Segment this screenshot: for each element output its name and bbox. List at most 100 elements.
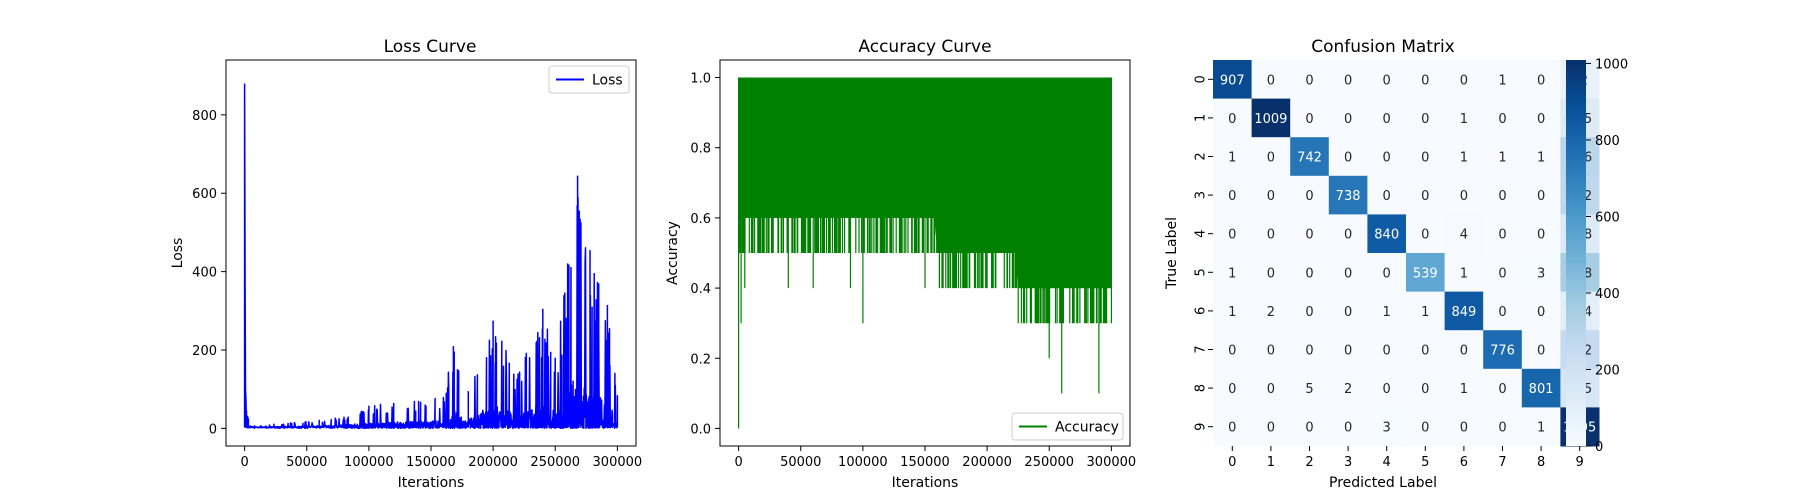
confusion-matrix-cell-value: 0 (1498, 228, 1506, 243)
confusion-matrix-y-tick-label: 1 (1194, 114, 1209, 122)
confusion-matrix-cell-value: 0 (1421, 228, 1429, 243)
confusion-matrix-cell (1290, 98, 1330, 138)
loss-legend-box (548, 65, 630, 94)
confusion-matrix-cell (1521, 407, 1561, 447)
confusion-matrix-cell (1290, 253, 1330, 293)
confusion-matrix-cell (1521, 214, 1561, 254)
confusion-matrix-cell-value: 0 (1383, 151, 1391, 166)
confusion-matrix-cell-value: 0 (1498, 305, 1506, 320)
confusion-matrix-cell-value: 0 (1228, 112, 1236, 127)
confusion-matrix-cell (1290, 137, 1330, 177)
confusion-matrix-cell-value: 0 (1267, 344, 1275, 359)
confusion-matrix-cell-value: 1 (1228, 151, 1236, 166)
confusion-matrix-x-tick-label: 9 (1576, 455, 1584, 470)
confusion-matrix-cell (1444, 407, 1484, 447)
loss-x-label: Iterations (398, 475, 465, 491)
confusion-matrix-y-label: True Label (1164, 217, 1180, 290)
loss-x-tick-label: 250000 (530, 455, 580, 470)
confusion-matrix-cell (1290, 330, 1330, 370)
confusion-matrix-y-tick-label: 5 (1194, 268, 1209, 276)
confusion-matrix-cell-value: 0 (1305, 266, 1313, 281)
loss-x-ticks: 0 50000 100000 150000 200000 250000 300000 (240, 446, 642, 470)
confusion-matrix-cells: 9070000001072010090000100125107420001112… (1213, 60, 1600, 447)
confusion-matrix-cell-value: 0 (1228, 421, 1236, 436)
confusion-matrix-cell (1367, 175, 1407, 215)
confusion-matrix-cell (1406, 98, 1446, 138)
confusion-matrix-cell (1444, 253, 1484, 293)
confusion-matrix-cell (1406, 291, 1446, 331)
confusion-matrix-x-tick-label: 0 (1228, 455, 1236, 470)
accuracy-x-tick-label: 150000 (900, 455, 950, 470)
loss-y-ticks: 0 200 400 600 800 (192, 109, 226, 437)
accuracy-series-line (738, 77, 1112, 429)
confusion-matrix-cell (1521, 137, 1561, 177)
confusion-matrix-cell-value: 0 (1305, 305, 1313, 320)
accuracy-y-ticks: 0.0 0.2 0.4 0.6 0.8 1.0 (690, 72, 720, 437)
accuracy-legend-box (1011, 412, 1124, 441)
colorbar: 0 200 400 600 800 1000 (1566, 57, 1628, 455)
confusion-matrix-cell-value: 1 (1421, 305, 1429, 320)
confusion-matrix-cell-value: 0 (1537, 344, 1545, 359)
accuracy-x-ticks: 0 50000 100000 150000 200000 250000 300000 (734, 446, 1136, 470)
confusion-matrix-cell-value: 0 (1537, 112, 1545, 127)
confusion-matrix-cell-value: 0 (1498, 112, 1506, 127)
confusion-matrix-cell (1444, 60, 1484, 100)
confusion-matrix-cell (1367, 137, 1407, 177)
confusion-matrix-cell (1213, 253, 1253, 293)
confusion-matrix-cell (1406, 175, 1446, 215)
confusion-matrix-cell-value: 0 (1498, 421, 1506, 436)
confusion-matrix-cell (1367, 60, 1407, 100)
confusion-matrix-cell-value: 840 (1374, 228, 1399, 243)
confusion-matrix-cell (1406, 137, 1446, 177)
loss-series-line (243, 83, 619, 430)
accuracy-legend-label: Accuracy (1055, 420, 1119, 436)
confusion-matrix-cell (1251, 98, 1291, 138)
accuracy-y-tick-label: 0.6 (690, 212, 711, 227)
confusion-matrix-cell (1328, 98, 1368, 138)
confusion-matrix-cell (1213, 137, 1253, 177)
confusion-matrix-cell-value: 1 (1460, 266, 1468, 281)
confusion-matrix-cell-value: 0 (1267, 151, 1275, 166)
loss-chart: Loss Curve 0 50000 100000 150000 200000 25000… (170, 37, 642, 491)
confusion-matrix-cell (1213, 330, 1253, 370)
confusion-matrix-cell (1328, 60, 1368, 100)
confusion-matrix-cell-value: 0 (1228, 228, 1236, 243)
confusion-matrix-cell (1290, 60, 1330, 100)
confusion-matrix-cell (1328, 214, 1368, 254)
confusion-matrix-cell (1483, 253, 1523, 293)
confusion-matrix-cell-value: 0 (1460, 73, 1468, 88)
loss-y-tick-label: 200 (192, 344, 217, 359)
confusion-matrix-cell-value: 2 (1267, 305, 1275, 320)
confusion-matrix-cell-value: 907 (1220, 73, 1245, 88)
confusion-matrix-cell (1483, 368, 1523, 408)
confusion-matrix-cell (1483, 60, 1523, 100)
confusion-matrix-cell-value: 0 (1383, 344, 1391, 359)
confusion-matrix-cell-value: 1 (1537, 421, 1545, 436)
confusion-matrix-cell (1483, 330, 1523, 370)
loss-legend-label: Loss (592, 73, 623, 89)
confusion-matrix-cell-value: 0 (1344, 112, 1352, 127)
confusion-matrix-cell-value: 3 (1537, 266, 1545, 281)
accuracy-y-tick-label: 0.8 (690, 142, 711, 157)
confusion-matrix-cell-value: 0 (1344, 305, 1352, 320)
confusion-matrix-x-tick-label: 7 (1498, 455, 1506, 470)
confusion-matrix-y-ticks: 0 1 2 3 4 5 6 7 8 9 (1194, 75, 1213, 431)
colorbar-tick-label: 200 (1595, 363, 1620, 378)
accuracy-chart: Accuracy Curve 0 50000 100000 150000 200000 2… (665, 37, 1136, 491)
confusion-matrix-cell (1521, 330, 1561, 370)
confusion-matrix-cell-value: 0 (1344, 344, 1352, 359)
confusion-matrix-x-label: Predicted Label (1329, 475, 1437, 491)
confusion-matrix-cell (1367, 407, 1407, 447)
loss-x-tick-label: 150000 (406, 455, 456, 470)
colorbar-tick-label: 1000 (1595, 57, 1628, 72)
confusion-matrix-y-tick-label: 3 (1194, 191, 1209, 199)
loss-plot-area (243, 83, 619, 430)
confusion-matrix-x-tick-label: 3 (1344, 455, 1352, 470)
confusion-matrix-cell (1328, 253, 1368, 293)
confusion-matrix-cell-value: 0 (1460, 189, 1468, 204)
confusion-matrix-cell-value: 1 (1537, 151, 1545, 166)
accuracy-x-tick-label: 250000 (1024, 455, 1074, 470)
confusion-matrix-cell (1290, 175, 1330, 215)
confusion-matrix-cell (1406, 368, 1446, 408)
confusion-matrix-cell (1290, 214, 1330, 254)
